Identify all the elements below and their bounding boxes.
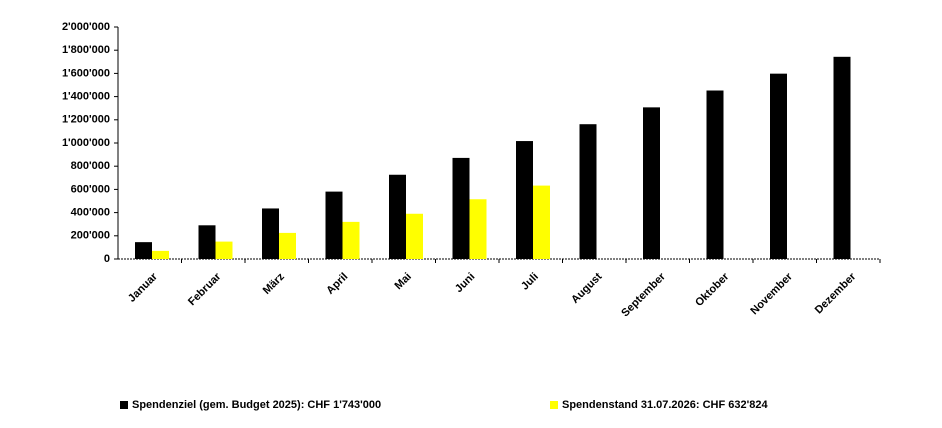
y-tick-label: 600'000 <box>71 183 110 195</box>
x-tick-label: April <box>324 271 350 297</box>
x-tick-label: November <box>748 270 795 317</box>
bar <box>706 90 724 259</box>
y-tick-label: 1'200'000 <box>62 114 110 126</box>
bar <box>135 242 152 259</box>
y-tick-label: 2'000'000 <box>62 21 110 33</box>
y-tick-label: 200'000 <box>71 230 110 242</box>
x-tick-label: Juni <box>453 271 477 295</box>
legend-label: Spendenstand 31.07.2026: CHF 632'824 <box>562 399 768 411</box>
x-tick-label: März <box>261 270 288 297</box>
x-tick-label: Februar <box>186 270 224 308</box>
y-tick-label: 0 <box>104 253 110 265</box>
bar <box>833 56 851 260</box>
y-tick-label: 1'600'000 <box>62 67 110 79</box>
bar <box>770 73 787 259</box>
legend-swatch <box>550 401 558 409</box>
bar <box>452 157 470 259</box>
x-tick-label: Dezember <box>813 270 859 316</box>
y-tick-label: 1'000'000 <box>62 137 110 149</box>
bar <box>643 107 660 259</box>
x-tick-label: Mai <box>392 271 413 292</box>
bar <box>579 124 597 259</box>
bar <box>469 199 487 259</box>
bar <box>325 191 343 259</box>
bar <box>215 241 233 259</box>
y-tick-label: 800'000 <box>71 160 110 172</box>
y-tick-label: 1'400'000 <box>62 91 110 103</box>
bar <box>262 208 279 259</box>
bar <box>406 213 423 259</box>
bar <box>198 225 216 259</box>
bar <box>279 232 296 259</box>
x-tick-label: August <box>569 270 605 306</box>
legend-label: Spendenziel (gem. Budget 2025): CHF 1'74… <box>132 399 381 411</box>
x-tick-label: September <box>619 270 668 319</box>
y-tick-label: 400'000 <box>71 207 110 219</box>
x-tick-label: Oktober <box>693 270 732 309</box>
legend-swatch <box>120 401 128 409</box>
y-tick-label: 1'800'000 <box>62 44 110 56</box>
bar <box>342 221 360 259</box>
bar <box>389 174 406 259</box>
bar <box>533 185 550 259</box>
x-tick-label: Juli <box>519 271 541 293</box>
x-tick-label: Januar <box>126 270 161 305</box>
bar <box>152 250 169 259</box>
bar <box>516 141 533 259</box>
